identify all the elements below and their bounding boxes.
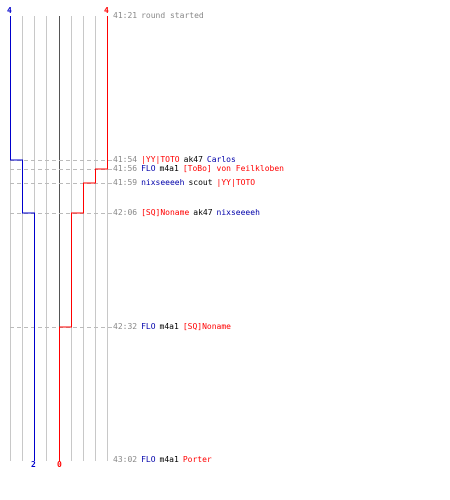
- event-row-4: 42:06 [SQ]Noname ak47 nixseeeeh: [113, 207, 264, 219]
- weapon-name: ak47: [183, 155, 203, 164]
- victim-name: nixseeeeh: [216, 208, 260, 217]
- weapon-name: m4a1: [159, 164, 179, 173]
- event-row-0: 41:21 round started: [113, 10, 208, 22]
- event-row-2: 41:56 FLO m4a1 [ToBo] von Feilkloben: [113, 163, 288, 175]
- weapon-name: ak47: [193, 208, 213, 217]
- event-time: 41:54: [113, 155, 138, 164]
- event-time: 42:06: [113, 208, 138, 217]
- team-a-alive-line: [10, 16, 35, 461]
- killer-name: nixseeeeh: [141, 178, 185, 187]
- team-a-end-count: 2: [31, 460, 36, 469]
- event-row-5: 42:32 FLO m4a1 [SQ]Noname: [113, 321, 235, 333]
- killer-name: FLO: [141, 164, 156, 173]
- event-time: 42:32: [113, 322, 138, 331]
- event-text: round started: [141, 11, 204, 20]
- event-time: 41:21: [113, 11, 138, 20]
- victim-name: [SQ]Noname: [182, 322, 231, 331]
- team-b-alive-line: [59, 16, 108, 461]
- event-row-1: 41:54 |YY|TOTO ak47 Carlos: [113, 154, 240, 166]
- weapon-name: m4a1: [159, 455, 179, 464]
- victim-name: Carlos: [206, 155, 236, 164]
- weapon-name: m4a1: [159, 322, 179, 331]
- event-time: 43:02: [113, 455, 138, 464]
- event-row-3: 41:59 nixseeeeh scout |YY|TOTO: [113, 177, 259, 189]
- event-time: 41:59: [113, 178, 138, 187]
- victim-name: |YY|TOTO: [216, 178, 256, 187]
- killer-name: FLO: [141, 455, 156, 464]
- team-b-end-count: 0: [57, 460, 62, 469]
- killer-name: [SQ]Noname: [141, 208, 190, 217]
- weapon-name: scout: [188, 178, 213, 187]
- team-a-start-count: 4: [7, 6, 12, 15]
- killer-name: |YY|TOTO: [141, 155, 180, 164]
- event-time: 41:56: [113, 164, 138, 173]
- victim-name: Porter: [182, 455, 212, 464]
- killer-name: FLO: [141, 322, 156, 331]
- victim-name: [ToBo] von Feilkloben: [182, 164, 284, 173]
- event-row-6: 43:02 FLO m4a1 Porter: [113, 454, 216, 466]
- team-b-start-count: 4: [104, 6, 109, 15]
